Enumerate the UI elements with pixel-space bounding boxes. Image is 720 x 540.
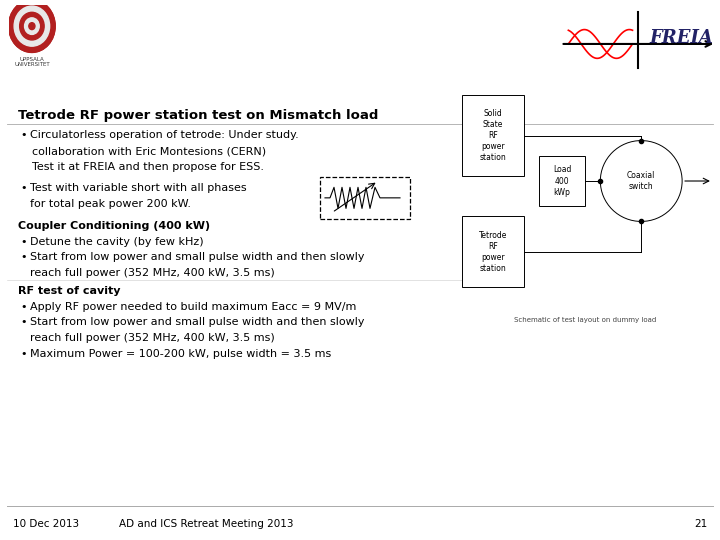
Text: •: •	[20, 131, 27, 140]
Text: Test it at FREIA and then propose for ESS.: Test it at FREIA and then propose for ES…	[32, 162, 264, 172]
Text: Start from low power and small pulse width and then slowly: Start from low power and small pulse wid…	[30, 318, 364, 327]
Text: AD and ICS Retreat Meeting 2013: AD and ICS Retreat Meeting 2013	[119, 519, 293, 529]
Text: Solid
State
RF
power
station: Solid State RF power station	[480, 109, 506, 162]
Text: •: •	[20, 349, 27, 359]
Circle shape	[29, 23, 35, 30]
Text: •: •	[20, 237, 27, 247]
Circle shape	[14, 6, 50, 46]
Text: Circulatorless operation of tetrode: Under study.: Circulatorless operation of tetrode: Und…	[30, 131, 299, 140]
Text: collaboration with Eric Montesions (CERN): collaboration with Eric Montesions (CERN…	[32, 146, 266, 157]
Text: •: •	[20, 183, 27, 193]
Text: Schematic of test layout on dummy load: Schematic of test layout on dummy load	[514, 317, 656, 323]
Circle shape	[600, 140, 682, 221]
Text: •: •	[20, 252, 27, 262]
Circle shape	[19, 12, 44, 40]
Text: Coaxial
switch: Coaxial switch	[627, 171, 655, 191]
Text: Load
400
kWp: Load 400 kWp	[553, 165, 571, 197]
Circle shape	[9, 0, 55, 52]
Text: for total peak power 200 kW.: for total peak power 200 kW.	[30, 199, 191, 208]
Text: •: •	[20, 318, 27, 327]
Bar	[462, 95, 523, 176]
Bar	[539, 156, 585, 206]
Text: Maximum Power = 100-200 kW, pulse width = 3.5 ms: Maximum Power = 100-200 kW, pulse width …	[30, 349, 331, 359]
Text: FREIA: FREIA	[649, 29, 713, 48]
Text: 21: 21	[694, 519, 707, 529]
Text: Tetrode RF power station test on Mismatch load: Tetrode RF power station test on Mismatc…	[18, 110, 379, 123]
Text: Apply RF power needed to build maximum Eacc = 9 MV/m: Apply RF power needed to build maximum E…	[30, 302, 356, 312]
Text: Test with variable short with all phases: Test with variable short with all phases	[30, 183, 247, 193]
Bar	[462, 217, 523, 287]
Text: Coupler Conditioning (400 kW): Coupler Conditioning (400 kW)	[18, 221, 210, 231]
Text: reach full power (352 MHz, 400 kW, 3.5 ms): reach full power (352 MHz, 400 kW, 3.5 m…	[30, 333, 275, 343]
Text: reach full power (352 MHz, 400 kW, 3.5 ms): reach full power (352 MHz, 400 kW, 3.5 m…	[30, 268, 275, 278]
Text: •: •	[20, 302, 27, 312]
Text: Detune the cavity (by few kHz): Detune the cavity (by few kHz)	[30, 237, 204, 247]
Text: UPPSALA
UNIVERSITET: UPPSALA UNIVERSITET	[14, 57, 50, 68]
Text: Start from low power and small pulse width and then slowly: Start from low power and small pulse wid…	[30, 252, 364, 262]
Circle shape	[24, 18, 40, 35]
Text: RF test of cavity: RF test of cavity	[18, 286, 120, 296]
Text: 10 Dec 2013: 10 Dec 2013	[13, 519, 79, 529]
Text: Tetrode
RF
power
station: Tetrode RF power station	[479, 231, 507, 273]
